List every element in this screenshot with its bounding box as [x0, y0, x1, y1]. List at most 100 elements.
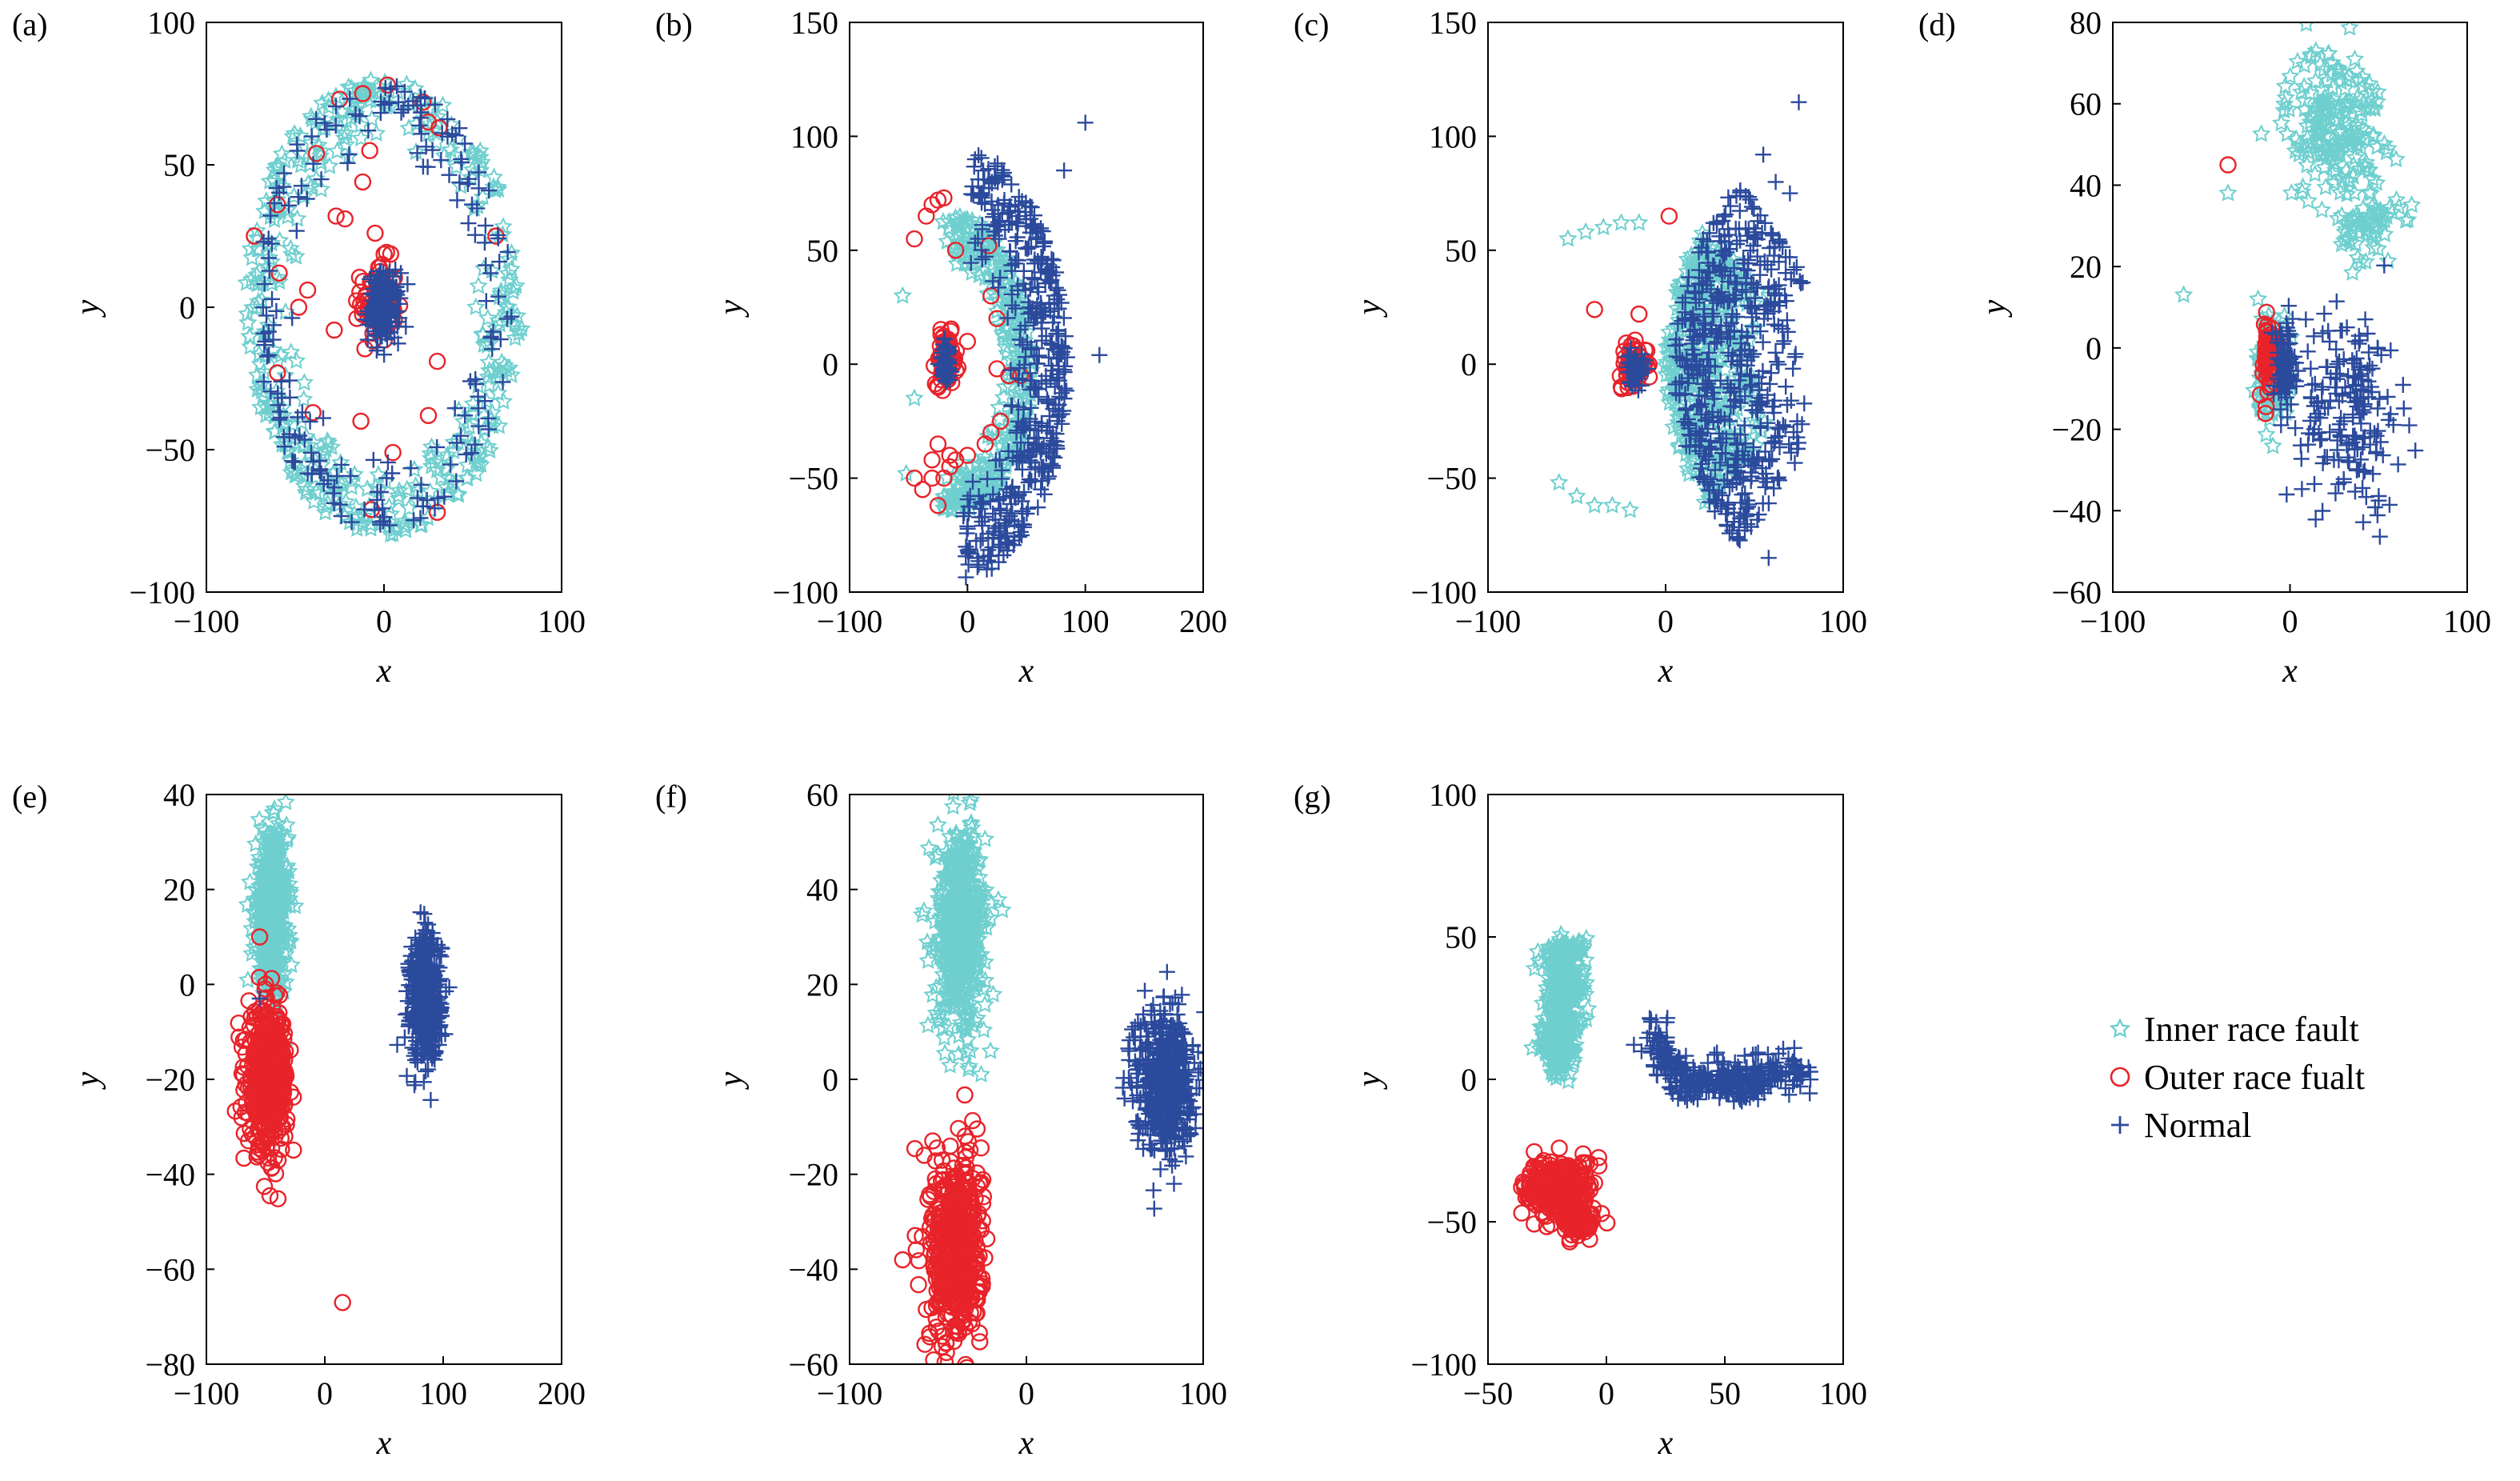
data-point [396, 83, 413, 100]
data-point [1739, 262, 1756, 279]
data-point [946, 242, 965, 259]
data-point [2314, 382, 2330, 398]
data-point [2350, 130, 2369, 150]
data-point [275, 1024, 294, 1043]
data-point [2345, 49, 2365, 67]
x-axis-label: x [376, 653, 392, 690]
data-point [494, 217, 513, 235]
data-point [1730, 447, 1746, 464]
data-point [500, 270, 519, 289]
data-point [383, 524, 402, 542]
data-point [351, 283, 369, 301]
data-point [351, 128, 370, 146]
data-point [2338, 97, 2358, 115]
data-point [2309, 394, 2326, 410]
data-point [1679, 464, 1699, 482]
data-point [2362, 436, 2378, 453]
data-point [319, 472, 336, 489]
data-point [336, 210, 354, 228]
data-point [1010, 453, 1027, 470]
data-point [457, 135, 474, 152]
data-point [265, 171, 284, 190]
data-point [281, 450, 300, 469]
data-point [1667, 338, 1684, 354]
data-point [281, 238, 300, 257]
data-point [1016, 484, 1032, 500]
data-point [426, 96, 443, 113]
data-point [2327, 58, 2347, 76]
data-point [2329, 0, 2344, 14]
data-point [2348, 247, 2367, 266]
data-point [2343, 166, 2363, 185]
data-point [1782, 271, 1799, 287]
data-point [2293, 177, 2313, 195]
data-point [1698, 351, 1715, 367]
data-point [1034, 332, 1050, 349]
data-point [1037, 303, 1054, 320]
y-tick-label: 100 [1429, 118, 1477, 154]
data-point [1752, 257, 1769, 274]
data-point [290, 298, 308, 316]
data-point [1737, 506, 1754, 522]
data-point [406, 78, 425, 97]
data-point [250, 810, 269, 828]
data-point [384, 443, 402, 462]
data-point [1007, 300, 1024, 317]
data-point [1033, 314, 1050, 331]
data-point [333, 456, 350, 473]
data-point [1723, 353, 1740, 370]
data-point [1746, 229, 1763, 246]
data-point [2328, 293, 2345, 310]
data-point [327, 118, 344, 134]
data-point [406, 512, 422, 529]
data-point [273, 373, 290, 390]
data-point [2332, 322, 2349, 339]
data-point [389, 286, 406, 303]
data-point [1043, 358, 1060, 374]
data-point [256, 1057, 274, 1075]
data-point [986, 530, 1002, 546]
data-point [466, 436, 483, 453]
data-point [2358, 489, 2374, 506]
data-point [1008, 424, 1025, 441]
data-point [1022, 410, 1038, 427]
data-point [2371, 390, 2388, 407]
data-point [278, 200, 298, 218]
data-point [399, 276, 416, 293]
data-point [2294, 481, 2310, 498]
data-point [970, 265, 989, 283]
data-point [382, 318, 399, 334]
data-point [462, 167, 481, 186]
x-tick-label: 0 [376, 603, 392, 639]
data-point [2362, 357, 2378, 374]
data-point [503, 282, 522, 300]
data-point [278, 933, 298, 951]
data-point [249, 1089, 266, 1107]
data-point [1006, 513, 1023, 530]
data-point [1710, 485, 1727, 502]
data-point [1794, 416, 1810, 433]
data-point [1728, 436, 1745, 453]
data-point [492, 331, 509, 348]
data-point [2314, 455, 2331, 471]
data-point [1680, 269, 1697, 286]
data-point [1630, 213, 1649, 231]
y-tick-label: 0 [179, 290, 195, 326]
data-point [334, 128, 354, 146]
data-point [1743, 468, 1760, 485]
data-point [499, 249, 518, 268]
data-point [477, 217, 494, 234]
data-point [935, 189, 953, 207]
data-point [1023, 454, 1040, 471]
data-point [1014, 371, 1031, 388]
data-point [376, 346, 393, 363]
data-point [1782, 185, 1798, 202]
data-point [1763, 434, 1780, 451]
data-point [282, 342, 301, 361]
data-point [2354, 479, 2371, 496]
panel-label: (d) [1918, 6, 1956, 42]
data-point [266, 923, 286, 941]
data-point [480, 361, 499, 379]
data-point [1002, 362, 1019, 378]
data-point [478, 293, 494, 310]
